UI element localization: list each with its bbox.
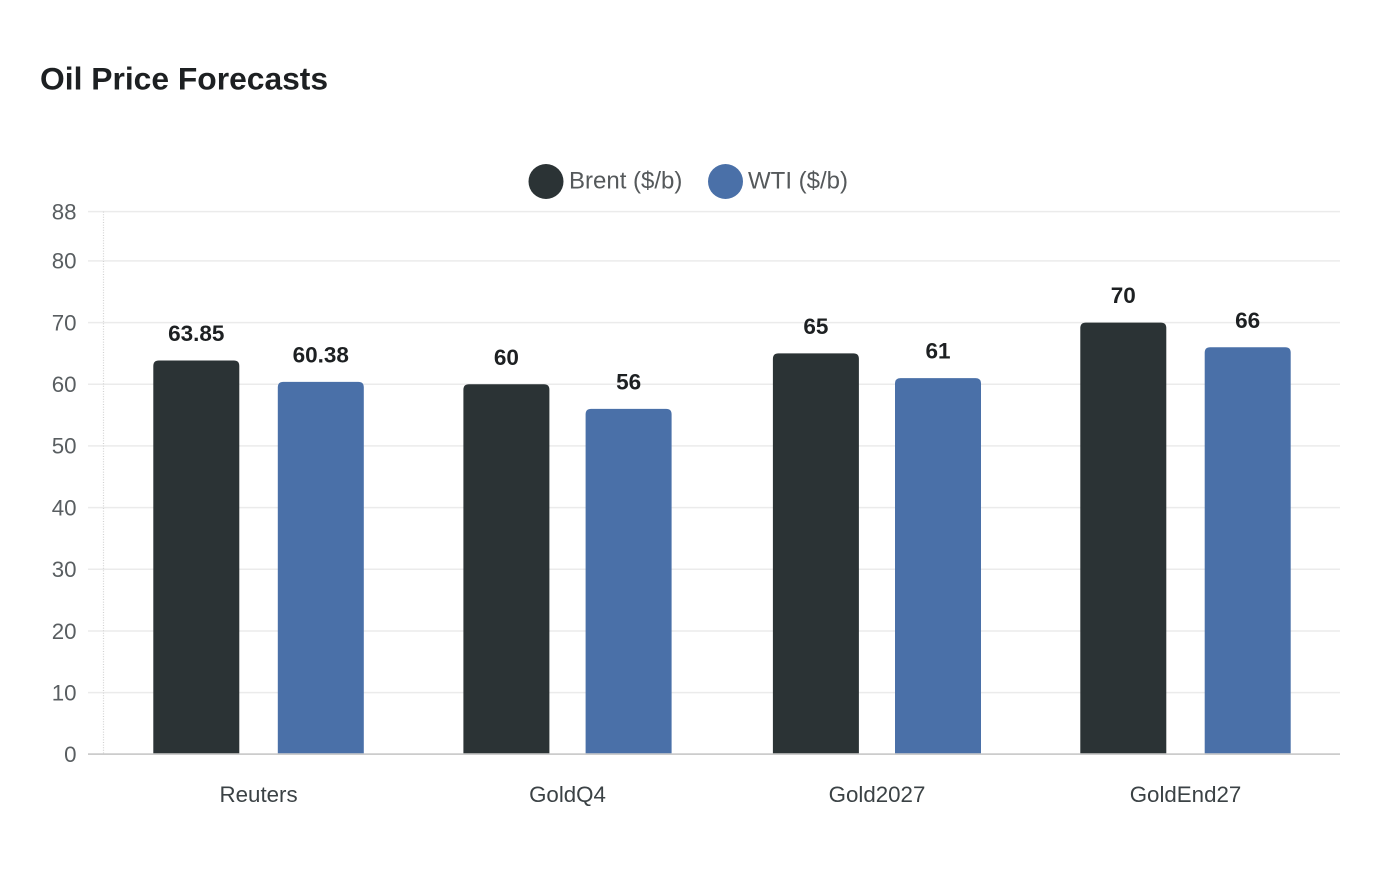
- svg-text:60: 60: [494, 345, 519, 370]
- svg-text:65: 65: [803, 314, 828, 339]
- svg-text:GoldQ4: GoldQ4: [529, 782, 606, 807]
- svg-text:Brent ($/b): Brent ($/b): [569, 168, 682, 195]
- svg-text:66: 66: [1235, 308, 1260, 333]
- svg-text:WTI ($/b): WTI ($/b): [748, 168, 848, 195]
- svg-text:60: 60: [52, 372, 77, 397]
- svg-text:0: 0: [64, 742, 76, 767]
- svg-text:20: 20: [52, 619, 77, 644]
- svg-text:Reuters: Reuters: [220, 782, 298, 807]
- svg-text:60.38: 60.38: [293, 342, 349, 367]
- svg-text:61: 61: [925, 339, 950, 364]
- svg-text:Oil Price Forecasts: Oil Price Forecasts: [40, 61, 328, 97]
- svg-text:GoldEnd27: GoldEnd27: [1130, 782, 1242, 807]
- svg-text:70: 70: [1111, 283, 1136, 308]
- svg-text:63.85: 63.85: [168, 321, 224, 346]
- svg-text:Gold2027: Gold2027: [829, 782, 926, 807]
- svg-text:70: 70: [52, 310, 77, 335]
- svg-text:56: 56: [616, 369, 641, 394]
- svg-text:50: 50: [52, 434, 77, 459]
- svg-text:88: 88: [52, 199, 77, 224]
- svg-text:80: 80: [52, 249, 77, 274]
- svg-text:10: 10: [52, 680, 77, 705]
- svg-text:30: 30: [52, 557, 77, 582]
- svg-text:40: 40: [52, 495, 77, 520]
